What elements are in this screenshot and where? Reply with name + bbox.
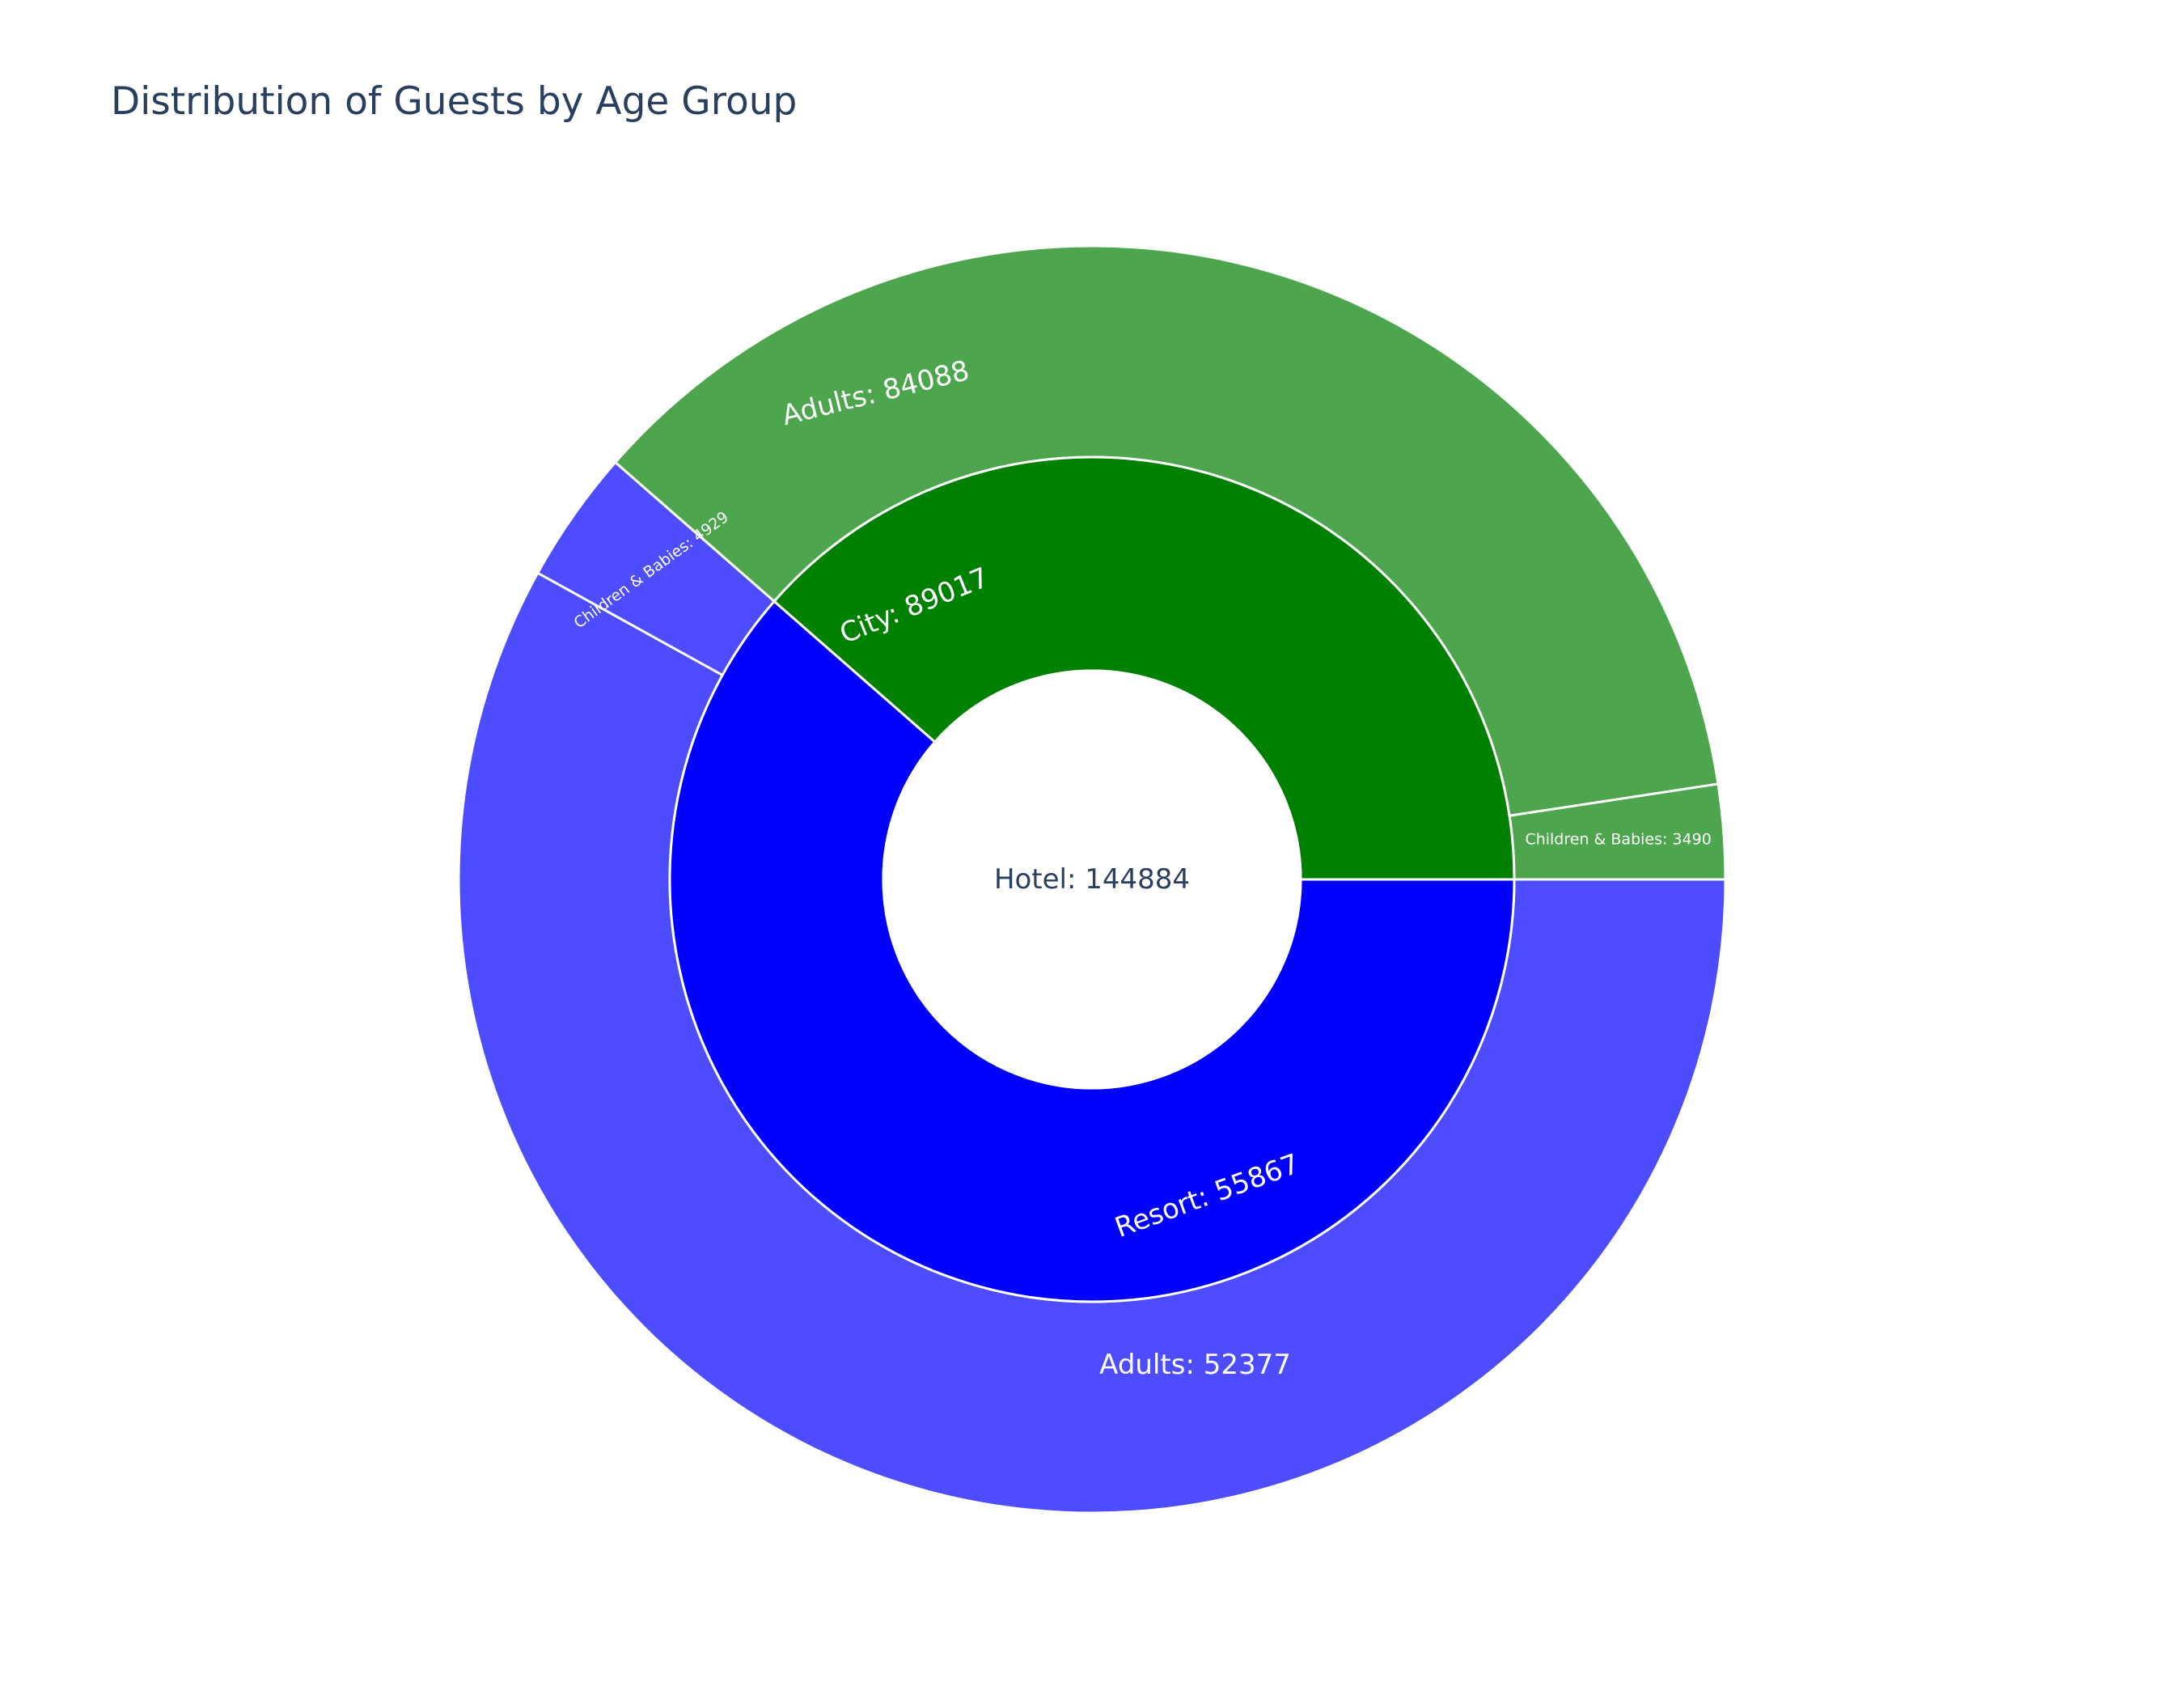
chart-title: Distribution of Guests by Age Group	[111, 79, 798, 124]
root-hotel-label: Hotel: 144884	[994, 863, 1190, 896]
outer-label-resort-children-and-babies: Children & Babies: 3490	[1525, 831, 1711, 849]
root-circle	[882, 669, 1302, 1090]
root-hotel-segment[interactable]	[882, 669, 1302, 1090]
outer-label-resort-adults: Adults: 52377	[1099, 1349, 1291, 1381]
